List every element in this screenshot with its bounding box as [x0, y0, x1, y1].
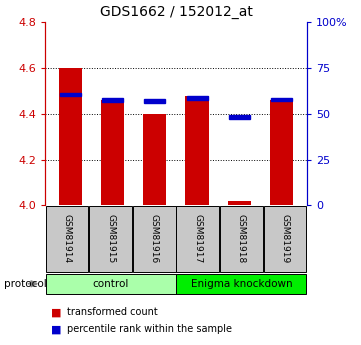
- Bar: [186, 96, 209, 205]
- Bar: [264, 206, 306, 272]
- Text: protocol: protocol: [4, 279, 46, 288]
- Bar: [270, 100, 293, 205]
- Text: ■: ■: [51, 325, 61, 334]
- Text: GSM81914: GSM81914: [62, 214, 71, 264]
- Bar: [177, 274, 306, 294]
- Bar: [143, 114, 166, 205]
- Bar: [229, 116, 250, 119]
- Bar: [89, 206, 132, 272]
- Bar: [133, 206, 175, 272]
- Text: GSM81918: GSM81918: [237, 214, 246, 264]
- Bar: [177, 206, 219, 272]
- Text: Enigma knockdown: Enigma knockdown: [191, 279, 292, 289]
- Bar: [102, 98, 123, 101]
- Bar: [45, 274, 175, 294]
- Title: GDS1662 / 152012_at: GDS1662 / 152012_at: [100, 4, 252, 19]
- Text: GSM81917: GSM81917: [193, 214, 202, 264]
- Bar: [220, 206, 263, 272]
- Bar: [271, 98, 292, 101]
- Text: GSM81916: GSM81916: [150, 214, 159, 264]
- Bar: [60, 92, 81, 96]
- Text: GSM81915: GSM81915: [106, 214, 115, 264]
- Bar: [187, 97, 208, 100]
- Text: GSM81919: GSM81919: [280, 214, 290, 264]
- Text: percentile rank within the sample: percentile rank within the sample: [67, 325, 232, 334]
- Text: control: control: [92, 279, 129, 289]
- Bar: [59, 68, 82, 205]
- Text: ■: ■: [51, 307, 61, 317]
- Bar: [144, 99, 165, 103]
- Bar: [101, 100, 124, 205]
- Bar: [228, 201, 251, 205]
- Text: transformed count: transformed count: [67, 307, 157, 317]
- Bar: [45, 206, 88, 272]
